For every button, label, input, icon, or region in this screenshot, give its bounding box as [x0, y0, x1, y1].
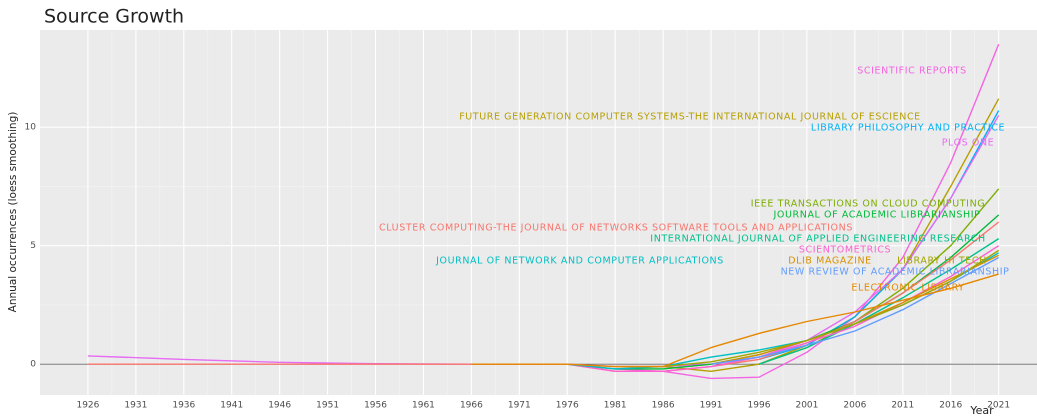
x-tick-label: 2006 — [843, 401, 866, 411]
y-tick-label: 10 — [25, 123, 37, 133]
series-label: INTERNATIONAL JOURNAL OF APPLIED ENGINEE… — [650, 234, 985, 245]
series-label: ELECTRONIC LIBRARY — [851, 283, 964, 294]
x-tick-label: 1926 — [76, 401, 99, 411]
x-tick-label: 1971 — [508, 401, 531, 411]
series-line — [471, 273, 999, 368]
series-label: CLUSTER COMPUTING-THE JOURNAL OF NETWORK… — [379, 223, 853, 234]
series-line — [615, 43, 1000, 380]
series-label: IEEE TRANSACTIONS ON CLOUD COMPUTING — [751, 199, 985, 210]
series-label: JOURNAL OF ACADEMIC LIBRARIANSHIP — [773, 210, 981, 221]
series-label: PLOS ONE — [942, 138, 995, 149]
series-line — [758, 238, 1000, 365]
series-label: FUTURE GENERATION COMPUTER SYSTEMS-THE I… — [459, 112, 921, 123]
x-tick-label: 1996 — [748, 401, 771, 411]
series-label: DLIB MAGAZINE — [788, 256, 872, 267]
series-label: SCIENTOMETRICS — [799, 245, 891, 256]
y-axis-label: Annual occurrences (loess smoothing) — [7, 112, 19, 313]
x-tick-label: 1991 — [700, 401, 723, 411]
x-tick-label: 1946 — [268, 401, 291, 411]
x-tick-label: 1931 — [124, 401, 147, 411]
x-tick-label: 1976 — [556, 401, 579, 411]
series-label: SCIENTIFIC REPORTS — [857, 66, 966, 77]
series-label: LIBRARY PHILOSOPHY AND PRACTICE — [811, 123, 1005, 134]
series-label: JOURNAL OF NETWORK AND COMPUTER APPLICAT… — [435, 256, 724, 267]
y-tick-label: 0 — [30, 360, 36, 370]
plot-panel — [40, 30, 1037, 395]
y-tick-label: 5 — [30, 241, 36, 251]
chart-title: Source Growth — [44, 6, 184, 28]
x-tick-label: 1961 — [412, 401, 435, 411]
x-tick-label: 2016 — [939, 401, 962, 411]
x-tick-label: 1936 — [172, 401, 195, 411]
x-tick-label: 2011 — [891, 401, 914, 411]
series-label: NEW REVIEW OF ACADEMIC LIBRARIANSHIP — [781, 267, 1010, 278]
series-line — [567, 245, 1000, 372]
series-line — [615, 249, 1000, 368]
x-axis-label: Year — [969, 404, 994, 416]
x-tick-label: 1986 — [652, 401, 675, 411]
x-tick-label: 2021 — [987, 401, 1010, 411]
x-tick-label: 1956 — [364, 401, 387, 411]
x-tick-label: 1951 — [316, 401, 339, 411]
x-tick-label: 2001 — [795, 401, 818, 411]
x-tick-label: 1981 — [604, 401, 627, 411]
series-line — [710, 256, 1000, 365]
x-tick-label: 1941 — [220, 401, 243, 411]
x-tick-label: 1966 — [460, 401, 483, 411]
series-label: LIBRARY HI TECH — [897, 256, 987, 267]
